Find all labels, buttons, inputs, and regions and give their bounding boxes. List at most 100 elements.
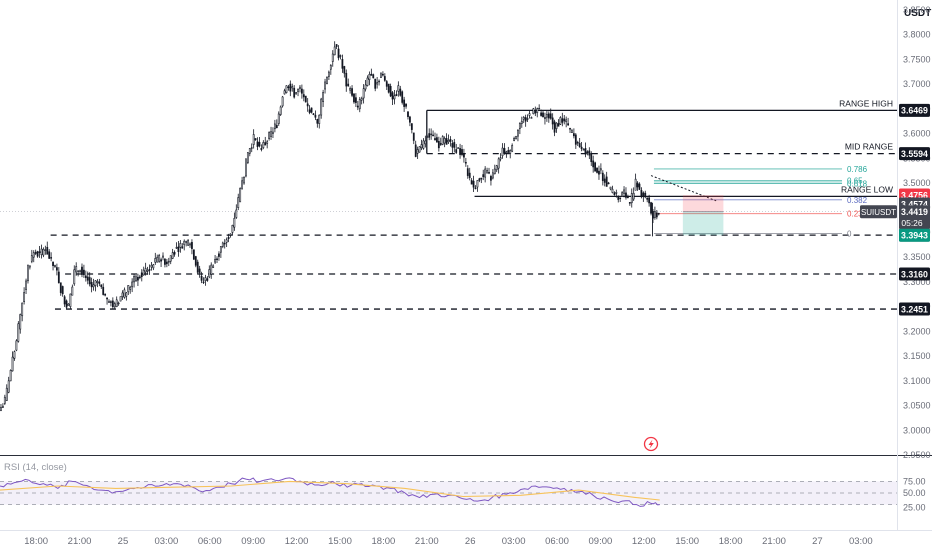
candle-body bbox=[445, 138, 448, 145]
candle-body bbox=[268, 132, 271, 139]
last-price-tag-bg bbox=[899, 205, 930, 230]
candle-body bbox=[246, 152, 249, 163]
candle-body bbox=[466, 168, 469, 176]
candle-body bbox=[403, 99, 406, 107]
candle-body bbox=[463, 153, 465, 158]
level-price-tag-bg bbox=[899, 267, 930, 281]
candle-body bbox=[418, 146, 421, 153]
candle-body bbox=[650, 202, 652, 214]
candle-body bbox=[138, 276, 141, 279]
candle-body bbox=[148, 269, 151, 271]
candle-body bbox=[501, 147, 504, 157]
candle-body bbox=[127, 285, 130, 293]
candle-body bbox=[461, 149, 463, 155]
candle-body bbox=[580, 146, 583, 149]
candle-body bbox=[63, 296, 66, 305]
candle-body bbox=[399, 88, 402, 96]
candle-body bbox=[447, 139, 450, 143]
candle-body bbox=[250, 147, 253, 149]
candle-body bbox=[424, 140, 427, 145]
candle-body bbox=[599, 168, 602, 171]
candle-body bbox=[86, 276, 89, 281]
candle-body bbox=[308, 109, 311, 113]
fib-level-label: 0 bbox=[847, 229, 852, 238]
candle-body bbox=[380, 73, 382, 78]
candle-body bbox=[270, 131, 272, 137]
candle-body bbox=[254, 138, 257, 141]
candle-body bbox=[272, 131, 274, 134]
candle-body bbox=[81, 266, 83, 275]
lightning-icon[interactable] bbox=[643, 436, 659, 452]
candle-body bbox=[13, 351, 16, 359]
candle-body bbox=[412, 132, 415, 141]
candle-body bbox=[69, 293, 72, 307]
candle-body bbox=[572, 133, 575, 137]
fib-level-label: 0.618 bbox=[847, 179, 868, 188]
time-tick-label: 03:00 bbox=[502, 536, 526, 547]
candles bbox=[0, 41, 660, 412]
time-tick-label: 12:00 bbox=[632, 536, 656, 547]
candle-body bbox=[532, 108, 535, 115]
candle-body bbox=[162, 255, 164, 258]
candle-body bbox=[453, 142, 456, 148]
candle-body bbox=[603, 178, 606, 183]
time-axis[interactable]: 18:00 21:00 25 03:00 06:00 09:00 12:00 15:00 18:… bbox=[24, 536, 872, 547]
candle-body bbox=[522, 117, 525, 120]
candle-body bbox=[623, 189, 625, 194]
candle-body bbox=[183, 240, 186, 246]
candle-body bbox=[23, 292, 26, 302]
candle-body bbox=[509, 150, 512, 154]
candle-body bbox=[293, 87, 296, 98]
candle-body bbox=[480, 177, 483, 180]
candle-body bbox=[248, 148, 251, 154]
price-tick-label: 3.6000 bbox=[903, 129, 931, 139]
candle-body bbox=[588, 150, 591, 156]
short-position-tool[interactable] bbox=[682, 195, 724, 236]
rsi-title-text: RSI (14, close) bbox=[4, 462, 67, 473]
candle-body bbox=[54, 264, 56, 268]
time-tick-label: 27 bbox=[812, 536, 823, 547]
candle-body bbox=[368, 73, 371, 80]
candle-body bbox=[27, 265, 29, 282]
candle-body bbox=[189, 243, 191, 246]
symbol-tag-bg bbox=[860, 205, 897, 219]
candle-body bbox=[331, 53, 334, 62]
candle-body bbox=[59, 282, 62, 293]
price-tick-label: 3.0500 bbox=[903, 401, 931, 411]
candle-body bbox=[387, 83, 390, 93]
candle-body bbox=[235, 209, 238, 218]
candle-body bbox=[534, 110, 537, 114]
candle-body bbox=[167, 261, 170, 263]
candle-body bbox=[571, 130, 573, 133]
candle-body bbox=[140, 272, 143, 277]
candle-body bbox=[441, 136, 444, 145]
candle-body bbox=[536, 108, 539, 113]
candle-body bbox=[94, 280, 97, 286]
candle-body bbox=[553, 121, 556, 133]
candle-body bbox=[382, 73, 384, 76]
candle-body bbox=[422, 140, 425, 149]
level-price-tag: 3.2451 bbox=[901, 304, 928, 314]
candle-body bbox=[77, 270, 80, 272]
candle-body bbox=[291, 86, 294, 89]
candle-body bbox=[304, 95, 307, 103]
candle-body bbox=[216, 258, 218, 261]
candle-body bbox=[171, 252, 174, 259]
price-tag-bg bbox=[899, 228, 930, 242]
candle-body bbox=[343, 66, 346, 74]
candle-body bbox=[353, 93, 355, 103]
candle-body bbox=[355, 97, 357, 103]
candle-body bbox=[611, 188, 614, 193]
candle-body bbox=[395, 94, 398, 97]
candle-body bbox=[518, 123, 521, 129]
candle-body bbox=[636, 182, 639, 188]
price-tick-label: 3.2000 bbox=[903, 326, 931, 336]
candle-body bbox=[507, 150, 510, 153]
candle-body bbox=[333, 46, 336, 56]
candle-body bbox=[389, 85, 392, 97]
candle-body bbox=[221, 242, 224, 247]
candle-body bbox=[626, 196, 629, 199]
time-tick-label: 09:00 bbox=[241, 536, 265, 547]
